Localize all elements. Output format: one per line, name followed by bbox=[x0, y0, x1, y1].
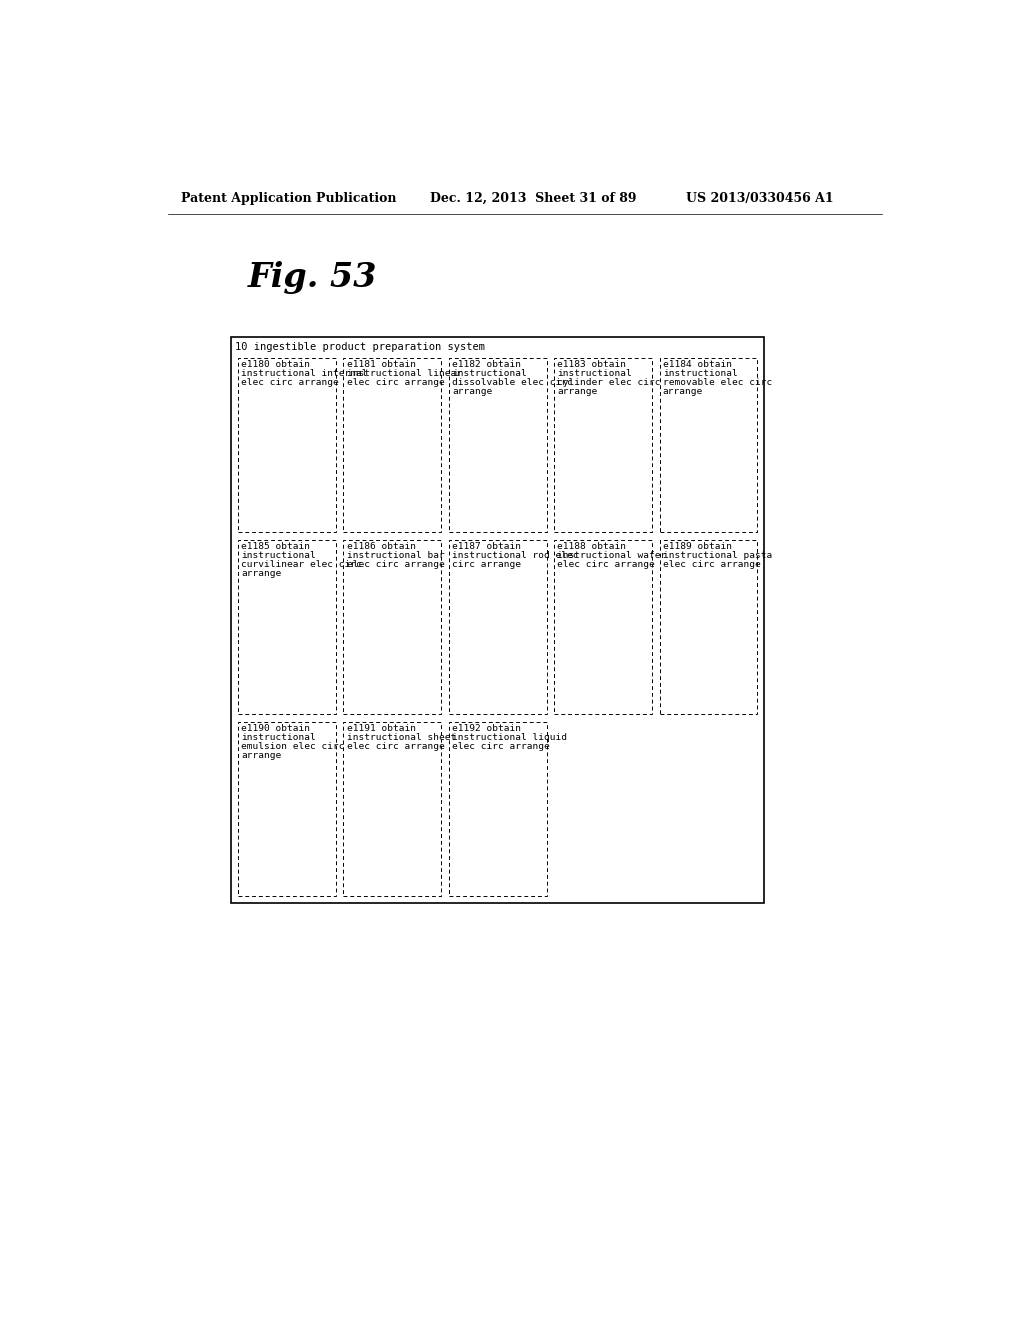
Text: arrange: arrange bbox=[241, 751, 282, 760]
Text: instructional: instructional bbox=[241, 733, 315, 742]
Text: elec circ arrange: elec circ arrange bbox=[346, 560, 444, 569]
Bar bbox=[238, 540, 336, 714]
Text: elec circ arrange: elec circ arrange bbox=[452, 742, 550, 751]
Bar bbox=[554, 358, 652, 532]
Text: e1181 obtain: e1181 obtain bbox=[346, 360, 416, 370]
Text: arrange: arrange bbox=[241, 569, 282, 578]
Text: instructional bar: instructional bar bbox=[346, 550, 444, 560]
Text: instructional: instructional bbox=[452, 370, 526, 378]
Text: e1182 obtain: e1182 obtain bbox=[452, 360, 521, 370]
Text: instructional: instructional bbox=[557, 370, 632, 378]
Text: instructional: instructional bbox=[241, 550, 315, 560]
Text: Fig. 53: Fig. 53 bbox=[248, 261, 378, 294]
Bar bbox=[343, 540, 441, 714]
Bar bbox=[659, 540, 758, 714]
Bar bbox=[659, 358, 758, 532]
Text: elec circ arrange: elec circ arrange bbox=[663, 560, 761, 569]
Text: US 2013/0330456 A1: US 2013/0330456 A1 bbox=[686, 191, 834, 205]
Text: e1190 obtain: e1190 obtain bbox=[241, 725, 310, 733]
Text: 10 ingestible product preparation system: 10 ingestible product preparation system bbox=[234, 342, 485, 352]
Bar bbox=[449, 358, 547, 532]
Text: dissolvable elec circ: dissolvable elec circ bbox=[452, 378, 572, 387]
Text: e1191 obtain: e1191 obtain bbox=[346, 725, 416, 733]
Text: elec circ arrange: elec circ arrange bbox=[346, 742, 444, 751]
Bar bbox=[343, 358, 441, 532]
Text: arrange: arrange bbox=[663, 387, 703, 396]
Text: removable elec circ: removable elec circ bbox=[663, 378, 772, 387]
Text: emulsion elec circ: emulsion elec circ bbox=[241, 742, 345, 751]
Bar bbox=[449, 540, 547, 714]
Text: e1192 obtain: e1192 obtain bbox=[452, 725, 521, 733]
Bar bbox=[238, 358, 336, 532]
Text: Patent Application Publication: Patent Application Publication bbox=[180, 191, 396, 205]
Text: curvilinear elec circ: curvilinear elec circ bbox=[241, 560, 361, 569]
Text: instructional pasta: instructional pasta bbox=[663, 550, 772, 560]
Text: instructional internal: instructional internal bbox=[241, 370, 368, 378]
Text: instructional liquid: instructional liquid bbox=[452, 733, 567, 742]
Text: arrange: arrange bbox=[452, 387, 493, 396]
Text: instructional: instructional bbox=[663, 370, 737, 378]
Bar bbox=[449, 722, 547, 896]
Text: arrange: arrange bbox=[557, 387, 598, 396]
Text: instructional rod elec: instructional rod elec bbox=[452, 550, 579, 560]
Text: e1185 obtain: e1185 obtain bbox=[241, 543, 310, 552]
Text: instructional wafer: instructional wafer bbox=[557, 550, 667, 560]
Text: elec circ arrange: elec circ arrange bbox=[557, 560, 655, 569]
Text: e1188 obtain: e1188 obtain bbox=[557, 543, 627, 552]
Bar bbox=[238, 722, 336, 896]
Text: circ arrange: circ arrange bbox=[452, 560, 521, 569]
Text: Dec. 12, 2013  Sheet 31 of 89: Dec. 12, 2013 Sheet 31 of 89 bbox=[430, 191, 637, 205]
Text: e1186 obtain: e1186 obtain bbox=[346, 543, 416, 552]
Text: e1187 obtain: e1187 obtain bbox=[452, 543, 521, 552]
Text: e1180 obtain: e1180 obtain bbox=[241, 360, 310, 370]
Text: e1189 obtain: e1189 obtain bbox=[663, 543, 732, 552]
Text: e1183 obtain: e1183 obtain bbox=[557, 360, 627, 370]
Text: instructional sheet: instructional sheet bbox=[346, 733, 456, 742]
Bar bbox=[343, 722, 441, 896]
Text: instructional linear: instructional linear bbox=[346, 370, 462, 378]
Bar bbox=[231, 337, 764, 903]
Text: e1184 obtain: e1184 obtain bbox=[663, 360, 732, 370]
Bar bbox=[554, 540, 652, 714]
Text: elec circ arrange: elec circ arrange bbox=[241, 378, 339, 387]
Text: cylinder elec circ: cylinder elec circ bbox=[557, 378, 660, 387]
Text: elec circ arrange: elec circ arrange bbox=[346, 378, 444, 387]
